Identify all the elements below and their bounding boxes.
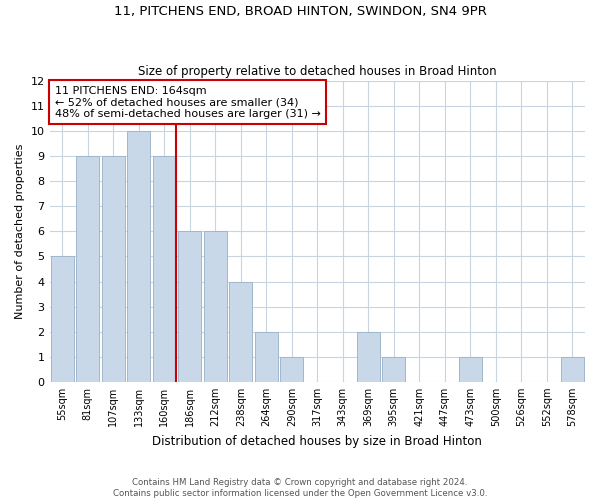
Bar [459, 356, 482, 382]
Y-axis label: Number of detached properties: Number of detached properties [15, 144, 25, 319]
Bar [204, 232, 227, 382]
X-axis label: Distribution of detached houses by size in Broad Hinton: Distribution of detached houses by size … [152, 434, 482, 448]
Title: Size of property relative to detached houses in Broad Hinton: Size of property relative to detached ho… [138, 66, 497, 78]
Bar [280, 356, 303, 382]
Bar [382, 356, 405, 382]
Text: Contains HM Land Registry data © Crown copyright and database right 2024.
Contai: Contains HM Land Registry data © Crown c… [113, 478, 487, 498]
Bar [51, 256, 74, 382]
Bar [255, 332, 278, 382]
Bar [357, 332, 380, 382]
Bar [127, 131, 150, 382]
Bar [178, 232, 201, 382]
Bar [561, 356, 584, 382]
Text: 11, PITCHENS END, BROAD HINTON, SWINDON, SN4 9PR: 11, PITCHENS END, BROAD HINTON, SWINDON,… [113, 5, 487, 18]
Bar [76, 156, 99, 382]
Text: 11 PITCHENS END: 164sqm
← 52% of detached houses are smaller (34)
48% of semi-de: 11 PITCHENS END: 164sqm ← 52% of detache… [55, 86, 321, 119]
Bar [102, 156, 125, 382]
Bar [153, 156, 176, 382]
Bar [229, 282, 252, 382]
